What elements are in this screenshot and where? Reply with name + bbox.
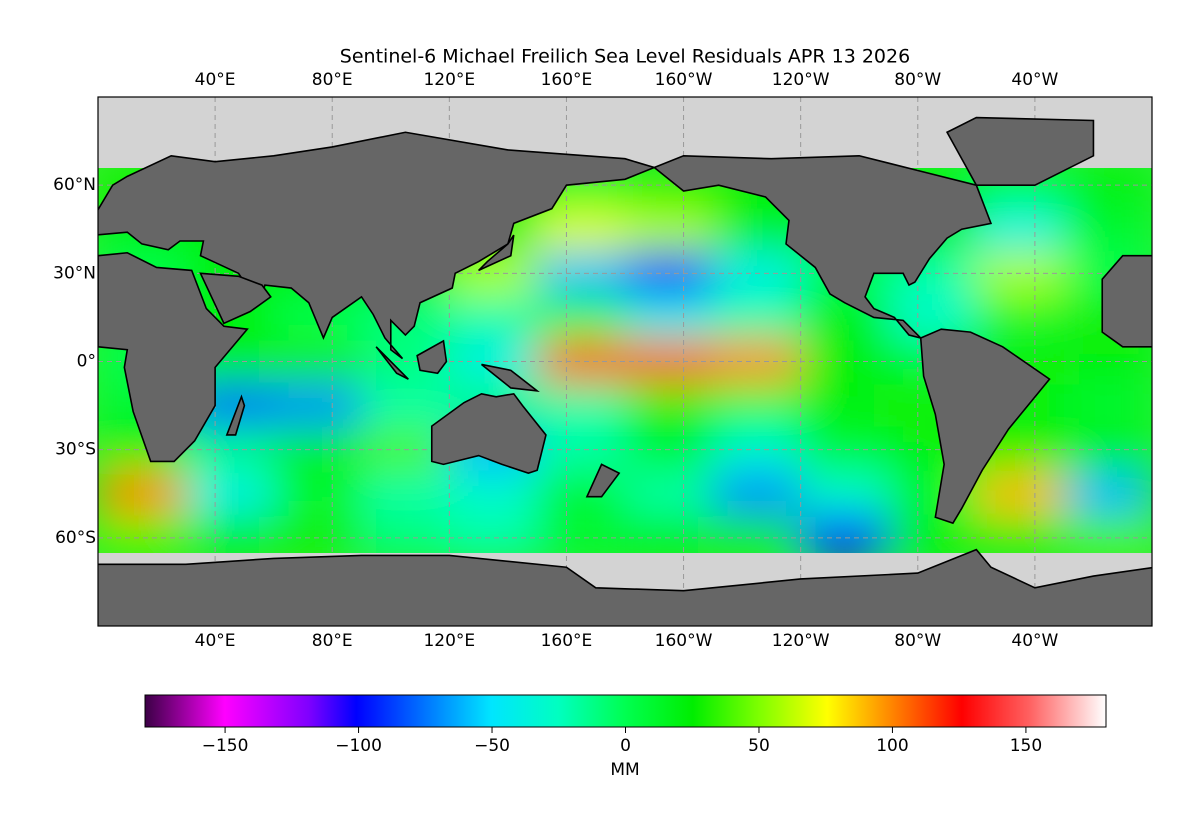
landmass <box>478 234 515 272</box>
lat-tick-label: 0° <box>77 352 96 372</box>
colorbar-tick-label: −50 <box>474 736 510 756</box>
residual-cell <box>712 383 802 429</box>
colorbar-tick-label: 50 <box>748 736 770 756</box>
lon-tick-label: 80°E <box>312 631 353 651</box>
residual-cell <box>361 471 451 517</box>
residual-cell <box>976 471 1066 517</box>
lon-tick-label: 160°W <box>655 631 713 651</box>
lon-tick-label: 40°E <box>195 70 236 90</box>
lon-tick-label: 80°W <box>894 70 941 90</box>
residual-cell <box>712 295 802 341</box>
landmass <box>481 363 540 392</box>
lon-tick-label: 160°E <box>541 631 593 651</box>
colorbar <box>144 694 1107 728</box>
residual-cell <box>361 515 451 553</box>
landmass <box>225 394 246 436</box>
residual-cell <box>625 207 714 253</box>
landmass <box>1101 254 1152 348</box>
residual-cell <box>625 471 714 517</box>
lon-tick-label: 120°E <box>423 70 475 90</box>
lat-tick-label: 30°N <box>53 263 96 283</box>
lat-tick-label: 60°S <box>55 528 96 548</box>
residual-cell <box>537 207 626 253</box>
landmass <box>375 346 409 380</box>
residual-cell <box>625 515 714 553</box>
lon-tick-label: 40°W <box>1011 631 1058 651</box>
residual-cell <box>976 515 1066 553</box>
residual-cell <box>537 383 626 429</box>
residual-cell <box>976 207 1066 253</box>
residual-cell <box>625 383 714 429</box>
landmass <box>430 392 547 475</box>
residual-cell <box>976 295 1066 341</box>
colorbar-label: MM <box>610 760 639 780</box>
lon-tick-label: 80°E <box>312 70 353 90</box>
colorbar-tick-label: 0 <box>620 736 631 756</box>
residual-cell <box>273 427 363 473</box>
colorbar-tick-label: −100 <box>335 736 382 756</box>
residual-cell <box>449 471 539 517</box>
lat-tick-label: 60°N <box>53 175 96 195</box>
residual-cell <box>273 471 363 517</box>
residual-cell <box>273 383 363 429</box>
lon-tick-label: 120°E <box>423 631 475 651</box>
residual-cell <box>537 295 626 341</box>
colorbar-tick-label: 150 <box>1010 736 1042 756</box>
residual-cell <box>537 427 626 473</box>
residual-cell <box>98 515 187 553</box>
residual-cell <box>537 515 626 553</box>
lon-tick-label: 120°W <box>772 70 830 90</box>
residual-cell <box>1064 383 1152 429</box>
landmass <box>945 116 1095 186</box>
residual-cell <box>185 515 275 553</box>
landmass <box>919 328 1051 525</box>
residual-cell <box>888 515 978 553</box>
residual-cell <box>1064 515 1152 553</box>
colorbar-tick-label: 100 <box>876 736 908 756</box>
lon-tick-label: 40°W <box>1011 70 1058 90</box>
residual-cell <box>98 471 187 517</box>
residual-cell <box>800 471 890 517</box>
lat-tick-label: 30°S <box>55 440 96 460</box>
landmass <box>199 272 272 325</box>
landmass <box>98 548 1152 626</box>
lon-tick-label: 160°E <box>541 70 593 90</box>
map-frame <box>97 96 1153 627</box>
residual-cell <box>625 427 714 473</box>
residual-cell <box>1064 207 1152 253</box>
residual-cell <box>1064 168 1152 209</box>
lon-tick-label: 160°W <box>655 70 713 90</box>
landmass <box>98 251 249 463</box>
lon-tick-label: 40°E <box>195 631 236 651</box>
lon-tick-label: 80°W <box>894 631 941 651</box>
residual-cell <box>712 471 802 517</box>
residual-cell <box>185 471 275 517</box>
lon-tick-label: 120°W <box>772 631 830 651</box>
residual-cell <box>712 427 802 473</box>
residual-cell <box>625 295 714 341</box>
residual-cell <box>800 427 890 473</box>
residual-cell <box>1064 427 1152 473</box>
colorbar-tick-label: −150 <box>202 736 249 756</box>
landmass <box>416 339 448 375</box>
land <box>98 116 1152 626</box>
residual-cell <box>800 515 890 553</box>
residual-cell <box>449 295 539 341</box>
residual-cell <box>361 383 451 429</box>
residual-cell <box>449 515 539 553</box>
residual-cell <box>712 515 802 553</box>
landmass <box>585 463 621 498</box>
residual-cell <box>800 383 890 429</box>
map-title: Sentinel-6 Michael Freilich Sea Level Re… <box>340 46 910 68</box>
residual-cell <box>273 515 363 553</box>
residual-cell <box>1064 471 1152 517</box>
